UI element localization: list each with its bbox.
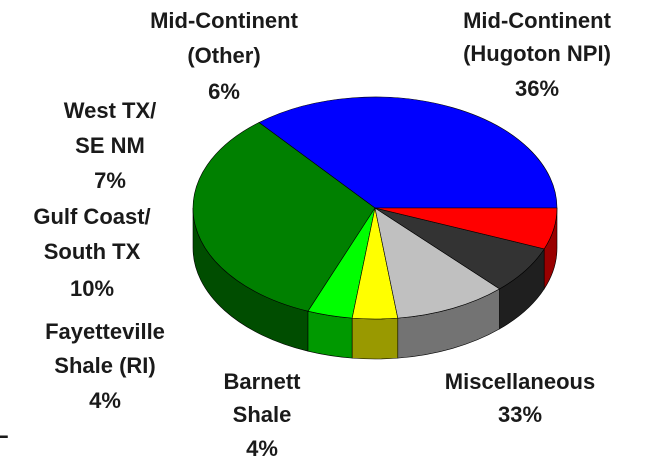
slice-label: Miscellaneous [445,369,595,394]
slice-label: (Other) [187,43,260,68]
pie-side [351,317,399,360]
cut-off-text: L [0,418,8,443]
slice-label: South TX [44,239,141,264]
value-label: 7% [94,168,126,193]
pie-slice [374,207,558,250]
slice-label: Mid-Continent [150,8,299,33]
pie-slice [192,122,376,312]
slice-label: West TX/ [64,98,157,123]
value-label: 10% [70,276,114,301]
slice-label: Shale (RI) [54,353,155,378]
value-label: 33% [498,402,542,427]
pie-slice [374,207,501,319]
slice-label: (Hugoton NPI) [463,41,611,66]
slice-label: Shale [233,402,292,427]
value-label: 4% [246,436,278,461]
slice-label: Mid-Continent [463,8,612,33]
slice-label: Barnett [223,369,301,394]
pie-slice [258,96,558,209]
value-label: 36% [515,76,559,101]
value-label: 6% [208,79,240,104]
pie-side [307,310,353,359]
slice-label: SE NM [75,133,145,158]
slice-label: Gulf Coast/ [33,204,150,229]
slice-label: Fayetteville [45,319,165,344]
value-label: 4% [89,388,121,413]
